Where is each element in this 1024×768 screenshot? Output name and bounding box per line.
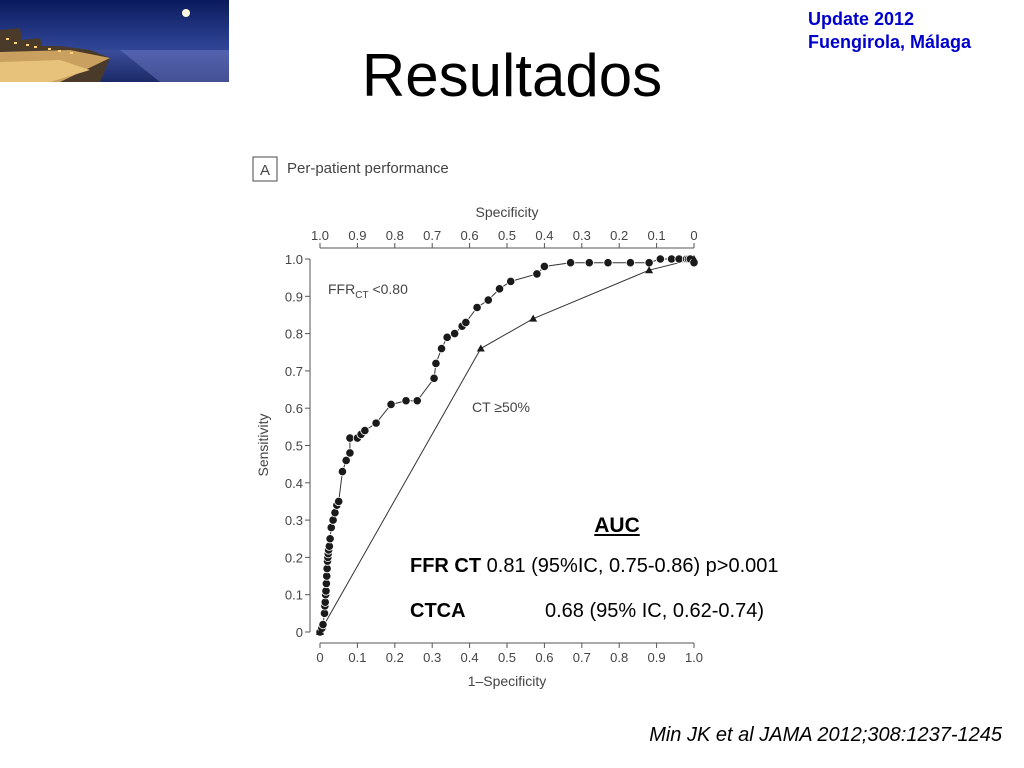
y-axis-ticks: 0 0.1 0.2 0.3 0.4 0.5 0.6 0.7 0.8 0.9 1.0 — [285, 252, 311, 640]
ffrct-point — [461, 317, 471, 328]
legend-ffrct-sub: CT — [355, 290, 368, 301]
ffrct-point — [532, 269, 542, 279]
auc-row-ctca: CTCA 0.68 (95% IC, 0.62-0.74) — [410, 600, 764, 623]
y-tick-label: 0.3 — [285, 513, 303, 528]
ffrct-point — [386, 399, 396, 410]
y-tick-label: 1.0 — [285, 252, 303, 267]
ffrct-point — [334, 496, 344, 507]
legend-ffrct-main: FFR — [328, 281, 355, 297]
top-tick-label: 0.1 — [648, 228, 666, 243]
citation: Min JK et al JAMA 2012;308:1237-1245 — [649, 724, 1002, 746]
ffrct-point — [539, 261, 549, 272]
update-line-1: Update 2012 — [808, 9, 915, 29]
ffrct-point — [412, 396, 422, 406]
x-tick-label: 0.6 — [535, 650, 553, 665]
top-axis-label: Specificity — [475, 204, 538, 220]
auc-row-ctca-value: 0.68 (95% IC, 0.62-0.74) — [545, 600, 765, 622]
ffrct-point — [330, 508, 340, 518]
x-tick-label: 0.3 — [423, 650, 441, 665]
ffrct-point — [644, 258, 654, 268]
top-tick-label: 0.2 — [610, 228, 628, 243]
y-tick-label: 0.5 — [285, 439, 303, 454]
x-tick-label: 0.8 — [610, 650, 628, 665]
x-tick-label: 1.0 — [685, 650, 703, 665]
top-tick-label: 1.0 — [311, 228, 329, 243]
top-tick-label: 0.8 — [386, 228, 404, 243]
x-tick-label: 0 — [316, 650, 323, 665]
ffrct-point — [506, 276, 516, 286]
ffrct-point — [431, 358, 441, 369]
ffrct-point — [625, 258, 636, 268]
ct-point — [476, 344, 485, 352]
ffrct-point — [494, 284, 505, 294]
top-axis-ticks: 1.0 0.9 0.8 0.7 0.6 0.5 0.4 0.3 0.2 0.1 0 — [311, 228, 698, 249]
ffrct-point — [371, 418, 381, 428]
ffrct-point — [483, 295, 493, 305]
x-tick-label: 0.5 — [498, 650, 516, 665]
legend-ct: CT ≥50% — [472, 399, 530, 415]
x-axis-label: 1–Specificity — [468, 673, 547, 689]
top-tick-label: 0 — [690, 228, 697, 243]
slide-title: Resultados — [361, 42, 663, 109]
y-axis-label: Sensitivity — [255, 413, 271, 476]
x-tick-label: 0.4 — [461, 650, 479, 665]
ffrct-point — [603, 258, 613, 268]
ffrct-point — [328, 515, 338, 525]
x-tick-label: 0.9 — [648, 650, 666, 665]
y-tick-label: 0.7 — [285, 364, 303, 379]
ct-point — [529, 314, 538, 322]
y-tick-label: 0.6 — [285, 401, 303, 416]
update-line-2: Fuengirola, Málaga — [808, 32, 972, 52]
ffrct-point — [584, 258, 594, 268]
ffrct-point — [450, 329, 460, 339]
auc-row-ffrct: FFR CT 0.81 (95%IC, 0.75-0.86) p>0.001 — [410, 555, 779, 578]
top-tick-label: 0.5 — [498, 228, 516, 243]
legend-ffrct-rest: <0.80 — [369, 281, 409, 297]
y-tick-label: 0.8 — [285, 327, 303, 342]
panel-letter: A — [260, 162, 270, 179]
x-axis-ticks: 0 0.1 0.2 0.3 0.4 0.5 0.6 0.7 0.8 0.9 1.0 — [316, 642, 703, 665]
chart-title: Per-patient performance — [287, 160, 449, 177]
x-tick-label: 0.1 — [348, 650, 366, 665]
ffrct-point — [401, 396, 411, 406]
y-tick-label: 0.4 — [285, 476, 303, 491]
update-label: Update 2012 Fuengirola, Málaga — [808, 8, 971, 54]
ffrct-point — [360, 425, 370, 436]
y-tick-label: 0.9 — [285, 289, 303, 304]
ffrct-point — [318, 619, 328, 630]
y-tick-label: 0.1 — [285, 588, 303, 603]
ffrct-point — [472, 302, 482, 313]
top-tick-label: 0.3 — [573, 228, 591, 243]
roc-chart: A Per-patient performance Specificity 1.… — [252, 156, 703, 689]
ffrct-point — [326, 522, 336, 533]
ffrct-point — [325, 534, 335, 544]
top-tick-label: 0.7 — [423, 228, 441, 243]
top-tick-label: 0.9 — [348, 228, 366, 243]
legend-ffrct: FFRCT <0.80 — [328, 281, 408, 301]
ffrct-point — [429, 373, 439, 383]
auc-row-ctca-label: CTCA — [410, 600, 466, 622]
ffrct-point — [337, 467, 348, 477]
ct-point — [690, 255, 698, 262]
ffrct-point — [341, 455, 351, 466]
auc-heading: AUC — [594, 514, 640, 537]
top-tick-label: 0.4 — [535, 228, 553, 243]
banner-photo — [0, 0, 229, 82]
y-tick-label: 0.2 — [285, 550, 303, 565]
y-tick-label: 0 — [296, 625, 303, 640]
ffrct-point — [655, 254, 665, 264]
auc-row-ffrct-value: 0.81 (95%IC, 0.75-0.86) p>0.001 — [486, 555, 779, 577]
ct-point — [316, 628, 324, 635]
series-points — [315, 254, 699, 637]
auc-row-ffrct-label: FFR CT — [410, 555, 482, 577]
ffrct-point — [565, 258, 576, 268]
panel-letter-box — [252, 156, 278, 182]
ffrct-point — [442, 332, 452, 342]
x-tick-label: 0.2 — [386, 650, 404, 665]
ffrct-point — [436, 343, 447, 354]
ffrct-point — [345, 448, 355, 458]
top-tick-label: 0.6 — [461, 228, 479, 243]
ct-point — [645, 266, 654, 274]
x-tick-label: 0.7 — [573, 650, 591, 665]
